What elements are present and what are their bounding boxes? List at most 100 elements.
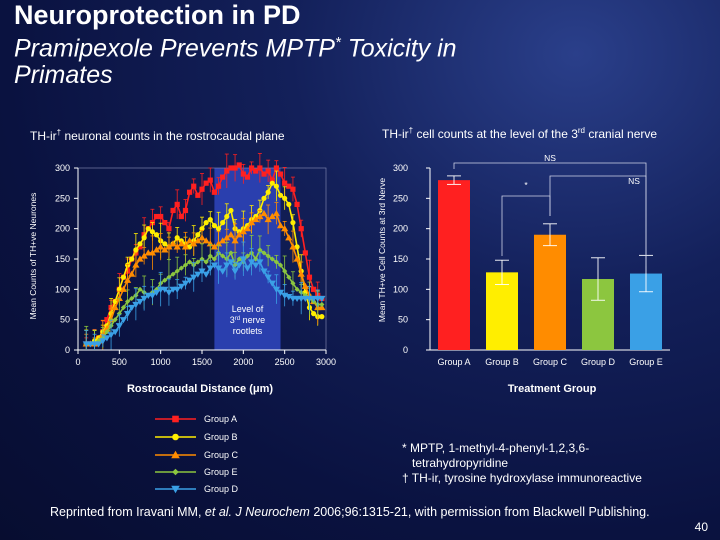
series-point (195, 232, 201, 238)
series-point (107, 332, 115, 339)
bar-group-b: Group B (485, 259, 519, 367)
series-point (148, 292, 156, 299)
legend-label: Group C (204, 450, 239, 460)
series-point (153, 213, 160, 220)
series-point (248, 259, 256, 266)
series-point (104, 317, 110, 323)
series-point (277, 171, 284, 177)
series-point (268, 280, 276, 287)
series-point (319, 301, 325, 308)
series-point (220, 220, 226, 226)
series-point (243, 225, 252, 232)
line-chart-x-tick-label: 0 (75, 357, 80, 367)
legend-label: Group A (204, 414, 237, 424)
line-series-group-a (83, 153, 325, 350)
bar-category-label: Group B (485, 357, 519, 367)
series-point (285, 234, 293, 241)
series-point (273, 165, 279, 171)
series-point (174, 235, 180, 241)
series-point (191, 183, 197, 189)
series-point (231, 237, 239, 244)
bracket-label: NS (544, 153, 556, 163)
series-point (161, 246, 169, 253)
series-point (129, 295, 135, 302)
series-point (170, 271, 176, 277)
series-point (224, 213, 230, 220)
left-panel-title: TH-ir† neuronal counts in the rostrocaud… (30, 128, 285, 143)
bar-chart-y-tick-label: 150 (393, 254, 408, 264)
series-point (302, 292, 308, 298)
series-point (243, 265, 252, 272)
series-point (181, 280, 190, 287)
line-chart-x-tick-label: 2500 (275, 357, 295, 367)
series-point (223, 262, 231, 269)
band-label-line3: rootlets (233, 326, 263, 336)
legend-label: Group D (204, 484, 239, 494)
series-point (231, 268, 239, 275)
series-point (223, 234, 231, 241)
series-point (235, 231, 243, 238)
line-chart-x-tick-label: 500 (112, 357, 127, 367)
series-point (319, 314, 325, 320)
series-point (161, 286, 169, 293)
series-point (182, 207, 189, 214)
series-point (306, 274, 313, 280)
citation: Reprinted from Iravani MM, et al. J Neur… (50, 505, 650, 519)
series-point (190, 240, 198, 247)
legend-item: Group A (155, 414, 237, 424)
series-point (211, 189, 217, 195)
series-point (261, 171, 267, 177)
line-chart-legend: Group A Group B Group C Group E Group D (155, 414, 239, 494)
series-point (273, 183, 279, 189)
bar-chart-ylabel: Mean TH+ve Cell Counts at 3rd Nerve (377, 178, 387, 322)
line-chart-x-tick-label: 1500 (192, 357, 212, 367)
series-point (228, 207, 234, 214)
series-point (125, 298, 131, 305)
series-point (297, 270, 305, 277)
line-chart-xlabel: Rostrocaudal Distance (μm) (127, 383, 273, 395)
series-point (128, 304, 136, 312)
series-point (286, 274, 292, 280)
series-point (206, 265, 214, 272)
title-line-1: Neuroprotection in PD (14, 0, 301, 30)
series-point (301, 282, 309, 289)
series-point (152, 289, 161, 296)
series-point (140, 252, 148, 259)
series-point (249, 165, 255, 171)
series-point (157, 243, 165, 250)
line-series-group-c (82, 202, 326, 350)
series-point (286, 183, 292, 189)
series-point (253, 168, 259, 174)
bar (534, 234, 566, 350)
series-point (240, 171, 246, 177)
footnote-mptp-cont: tetrahydropyridine (412, 456, 509, 470)
series-point (257, 165, 263, 171)
series-point (124, 276, 132, 283)
legend-marker (172, 468, 179, 476)
series-point (120, 274, 127, 280)
footnote-thir: † TH-ir, tyrosine hydroxylase immunoreac… (402, 471, 642, 485)
series-point (256, 259, 264, 266)
series-point (228, 165, 234, 171)
series-point (311, 286, 317, 292)
series-point (103, 335, 111, 342)
legend-item: Group D (155, 484, 239, 494)
legend-marker (171, 485, 180, 494)
series-point (211, 256, 217, 262)
series-point (261, 250, 267, 256)
series-point (199, 226, 205, 232)
line-chart-series (82, 153, 326, 350)
legend-item: Group B (155, 432, 238, 442)
series-point (95, 341, 103, 348)
series-point (272, 286, 280, 293)
series-point (257, 247, 263, 253)
bar-category-label: Group E (629, 357, 663, 367)
slide-title: Neuroprotection in PD Pramipexole Preven… (14, 2, 457, 88)
series-point (137, 241, 143, 247)
series-point (265, 189, 271, 195)
series-point (281, 225, 289, 232)
series-point (268, 212, 276, 220)
series-point (210, 243, 218, 250)
series-point (149, 229, 155, 235)
